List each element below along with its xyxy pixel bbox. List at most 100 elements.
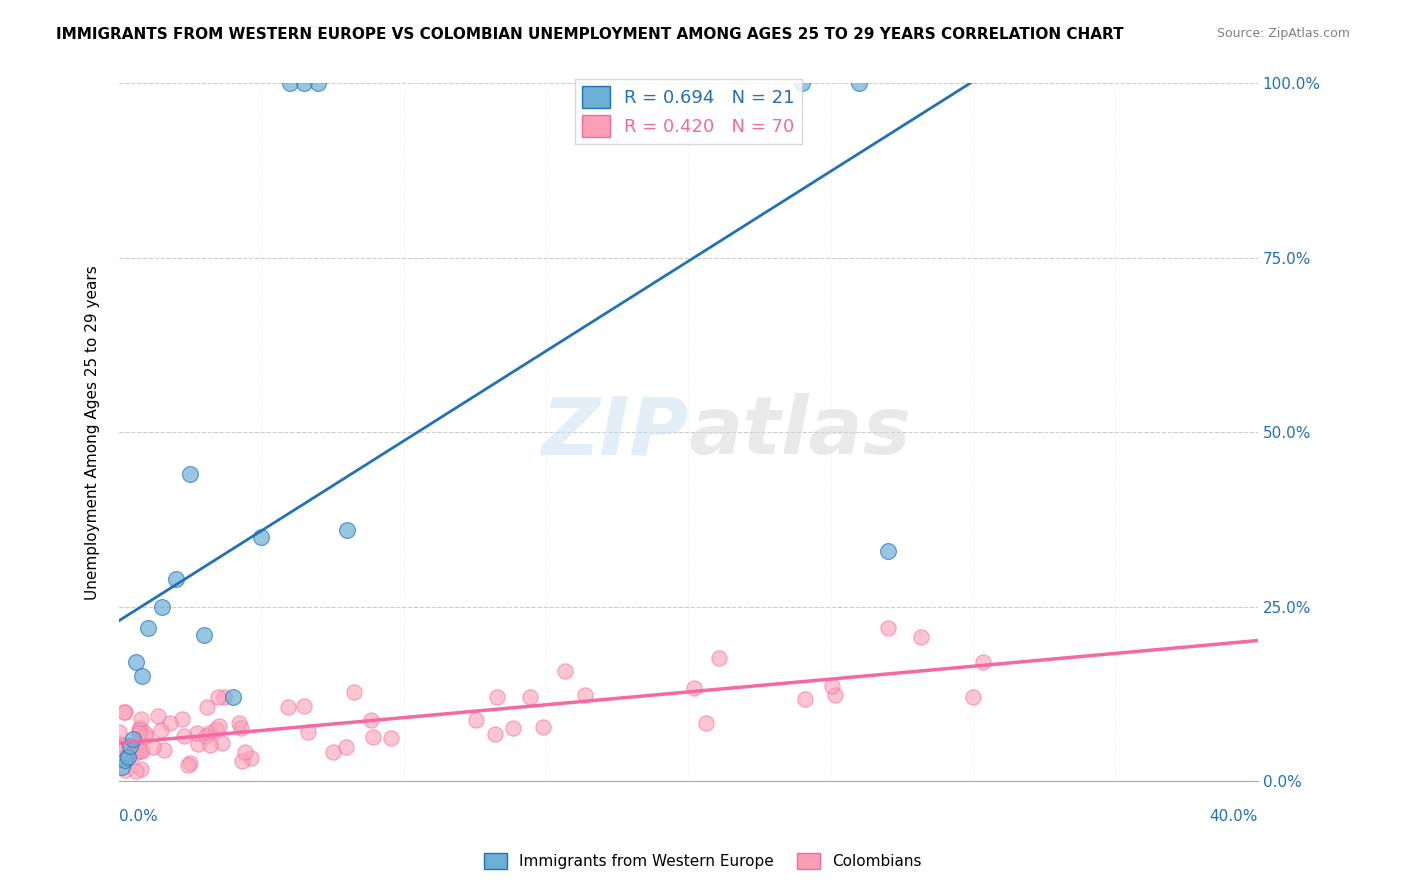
Point xyxy=(195,700,218,714)
Text: atlas: atlas xyxy=(689,393,911,471)
Legend: R = 0.694   N = 21, R = 0.420   N = 70: R = 0.694 N = 21, R = 0.420 N = 70 xyxy=(575,78,801,145)
Point xyxy=(208,719,231,733)
Point xyxy=(114,764,136,778)
Point xyxy=(142,739,165,754)
Point xyxy=(129,712,152,726)
Point xyxy=(205,723,228,737)
Point xyxy=(127,743,149,757)
Point xyxy=(125,656,148,670)
Point xyxy=(972,655,994,669)
Point xyxy=(150,599,173,614)
Point xyxy=(187,737,209,751)
Point xyxy=(186,726,208,740)
Point xyxy=(876,543,898,558)
Point xyxy=(294,699,316,714)
Point xyxy=(848,77,870,91)
Point xyxy=(707,651,730,665)
Point xyxy=(360,713,382,727)
Point xyxy=(335,740,357,755)
Point xyxy=(336,523,359,537)
Point xyxy=(122,741,145,756)
Point xyxy=(683,681,706,695)
Point xyxy=(211,736,233,750)
Point xyxy=(114,753,136,767)
Point xyxy=(962,690,984,705)
Point xyxy=(179,467,201,481)
Point xyxy=(198,739,221,753)
Point xyxy=(193,627,215,641)
Point xyxy=(165,572,187,586)
Point xyxy=(125,764,148,778)
Point xyxy=(240,751,263,765)
Point xyxy=(214,690,236,704)
Point xyxy=(519,690,541,704)
Point xyxy=(136,621,159,635)
Point xyxy=(292,77,315,91)
Point xyxy=(233,745,256,759)
Point xyxy=(122,732,145,747)
Point xyxy=(821,679,844,693)
Point xyxy=(173,729,195,743)
Point xyxy=(231,754,253,768)
Text: 0.0%: 0.0% xyxy=(120,809,157,824)
Point xyxy=(194,729,217,743)
Point xyxy=(117,749,139,764)
Point xyxy=(554,665,576,679)
Point xyxy=(574,688,596,702)
Point xyxy=(110,738,132,752)
Point xyxy=(343,685,366,699)
Point xyxy=(117,749,139,764)
Point xyxy=(502,721,524,735)
Point xyxy=(120,739,142,753)
Point xyxy=(128,723,150,738)
Point xyxy=(122,747,145,762)
Point xyxy=(228,716,250,731)
Y-axis label: Unemployment Among Ages 25 to 29 years: Unemployment Among Ages 25 to 29 years xyxy=(86,265,100,599)
Point xyxy=(380,731,402,745)
Point xyxy=(910,630,932,644)
Point xyxy=(111,760,134,774)
Point xyxy=(129,763,152,777)
Legend: Immigrants from Western Europe, Colombians: Immigrants from Western Europe, Colombia… xyxy=(478,847,928,875)
Point xyxy=(108,737,131,751)
Point xyxy=(146,709,169,723)
Point xyxy=(229,721,252,735)
Point xyxy=(179,756,201,771)
Point xyxy=(297,725,319,739)
Point xyxy=(531,720,554,734)
Point xyxy=(465,713,488,727)
Point xyxy=(159,715,181,730)
Point xyxy=(170,712,193,726)
Text: ZIP: ZIP xyxy=(541,393,689,471)
Point xyxy=(876,621,898,635)
Point xyxy=(108,725,131,739)
Point xyxy=(112,706,135,720)
Text: IMMIGRANTS FROM WESTERN EUROPE VS COLOMBIAN UNEMPLOYMENT AMONG AGES 25 TO 29 YEA: IMMIGRANTS FROM WESTERN EUROPE VS COLOMB… xyxy=(56,27,1123,42)
Point xyxy=(361,730,384,744)
Point xyxy=(176,757,198,772)
Point xyxy=(222,690,245,705)
Point xyxy=(128,726,150,740)
Point xyxy=(129,721,152,735)
Point xyxy=(131,744,153,758)
Point xyxy=(149,723,172,737)
Point xyxy=(250,530,273,544)
Point xyxy=(278,77,301,91)
Point xyxy=(484,727,506,741)
Point xyxy=(824,688,846,702)
Point xyxy=(152,743,174,757)
Point xyxy=(485,690,508,704)
Text: Source: ZipAtlas.com: Source: ZipAtlas.com xyxy=(1216,27,1350,40)
Point xyxy=(792,77,814,91)
Point xyxy=(793,692,815,706)
Point xyxy=(135,729,157,743)
Point xyxy=(207,690,229,705)
Point xyxy=(114,705,136,719)
Point xyxy=(307,77,329,91)
Text: 40.0%: 40.0% xyxy=(1209,809,1258,824)
Point xyxy=(134,726,156,740)
Point xyxy=(322,745,344,759)
Point xyxy=(695,715,717,730)
Point xyxy=(128,744,150,758)
Point xyxy=(198,726,221,740)
